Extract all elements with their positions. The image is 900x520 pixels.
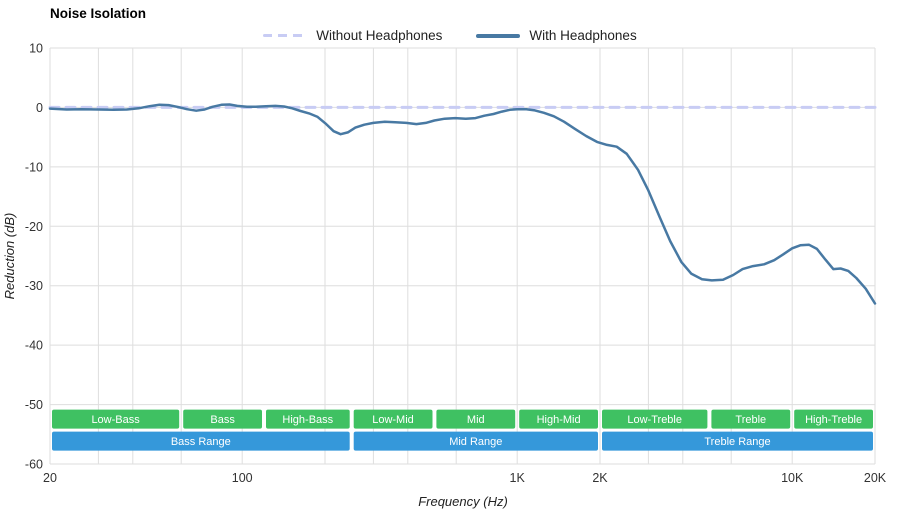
range-label-mid-range: Mid Range [449, 436, 502, 448]
range-bass-range [52, 431, 350, 451]
legend-item-with-headphones: With Headphones [476, 28, 637, 43]
x-tick-label-20k: 20K [864, 471, 887, 485]
band-treble [711, 409, 791, 429]
y-tick-label--30: -30 [25, 279, 43, 293]
legend-item-without-headphones: Without Headphones [263, 28, 442, 43]
band-label-high-bass: High-Bass [282, 414, 333, 426]
band-label-high-treble: High-Treble [805, 414, 862, 426]
legend-label-without-headphones: Without Headphones [316, 28, 443, 43]
range-treble-range [602, 431, 873, 451]
chart-legend: Without Headphones With Headphones [0, 28, 900, 43]
band-low-treble [602, 409, 708, 429]
range-label-treble-range: Treble Range [704, 436, 770, 448]
x-axis-label: Frequency (Hz) [418, 494, 508, 509]
range-mid-range [353, 431, 598, 451]
legend-solid-line-sample [476, 33, 521, 38]
band-label-mid: Mid [467, 414, 485, 426]
band-low-bass [52, 409, 180, 429]
band-low-mid [353, 409, 433, 429]
y-tick-label--10: -10 [25, 160, 43, 174]
band-label-low-mid: Low-Mid [372, 414, 414, 426]
y-axis-label: Reduction (dB) [2, 213, 17, 300]
y-tick-label-0: 0 [36, 101, 43, 115]
band-high-mid [519, 409, 598, 429]
band-high-bass [266, 409, 350, 429]
x-tick-label-100: 100 [232, 471, 253, 485]
x-tick-label-1k: 1K [510, 471, 526, 485]
y-tick-label--40: -40 [25, 339, 43, 353]
legend-label-with-headphones: With Headphones [529, 28, 637, 43]
band-bass [183, 409, 262, 429]
y-tick-label--50: -50 [25, 398, 43, 412]
y-tick-label-10: 10 [29, 42, 43, 56]
x-tick-label-2k: 2K [592, 471, 608, 485]
band-mid [436, 409, 516, 429]
band-label-low-bass: Low-Bass [91, 414, 140, 426]
y-tick-label--60: -60 [25, 458, 43, 472]
range-label-bass-range: Bass Range [171, 436, 231, 448]
x-tick-label-20: 20 [43, 471, 57, 485]
y-tick-label--20: -20 [25, 220, 43, 234]
chart-title: Noise Isolation [50, 6, 147, 21]
series-with-headphones [48, 103, 877, 305]
band-label-low-treble: Low-Treble [627, 414, 682, 426]
band-label-treble: Treble [735, 414, 766, 426]
band-label-bass: Bass [210, 414, 235, 426]
legend-dashed-line-sample [263, 33, 308, 38]
band-label-high-mid: High-Mid [537, 414, 581, 426]
x-tick-label-10k: 10K [781, 471, 804, 485]
band-high-treble [794, 409, 873, 429]
